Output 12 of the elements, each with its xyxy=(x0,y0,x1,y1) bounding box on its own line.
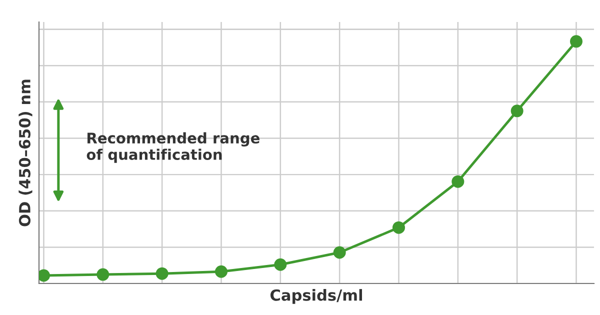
point xyxy=(570,35,582,48)
annotation: Recommended range of quantification xyxy=(86,132,260,163)
point xyxy=(452,175,464,188)
point xyxy=(96,268,110,281)
point xyxy=(274,258,287,271)
y-axis-title: OD (450–650) nm xyxy=(18,80,32,226)
point xyxy=(392,221,405,234)
point xyxy=(333,246,346,259)
point xyxy=(156,267,168,280)
point xyxy=(214,265,228,278)
point xyxy=(510,104,524,118)
x-axis-title: Capsids/ml xyxy=(270,289,362,304)
